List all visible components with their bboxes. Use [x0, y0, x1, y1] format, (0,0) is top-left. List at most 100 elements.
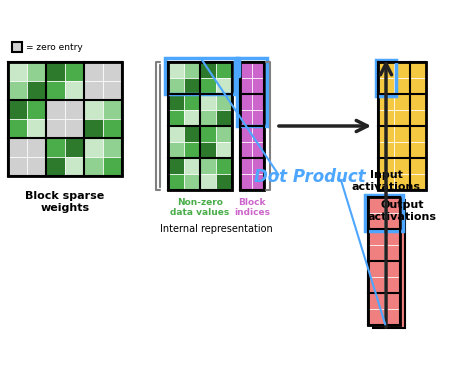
Bar	[216, 126, 232, 142]
Bar	[27, 119, 46, 138]
Bar	[27, 157, 46, 176]
Bar	[252, 78, 264, 94]
Bar	[373, 200, 405, 328]
Bar	[84, 81, 103, 100]
Text: Internal representation: Internal representation	[160, 224, 273, 234]
Bar	[394, 174, 410, 190]
Bar	[27, 100, 46, 119]
Bar	[165, 58, 235, 94]
Bar	[394, 94, 410, 110]
Bar	[8, 119, 27, 138]
Bar	[384, 213, 400, 229]
Bar	[103, 157, 122, 176]
Bar	[378, 110, 394, 126]
Bar	[376, 60, 396, 96]
Bar	[84, 62, 103, 81]
Bar	[216, 62, 232, 78]
Bar	[384, 245, 400, 261]
Text: Dot Product: Dot Product	[254, 168, 366, 186]
Bar	[168, 158, 184, 174]
Bar	[184, 110, 200, 126]
Bar	[410, 78, 426, 94]
Bar	[368, 245, 384, 261]
Bar	[8, 81, 27, 100]
Bar	[168, 62, 184, 78]
Bar	[368, 197, 384, 213]
Bar	[184, 174, 200, 190]
Bar	[252, 158, 264, 174]
Bar	[368, 261, 384, 277]
Bar	[384, 261, 400, 277]
Text: Block sparse
weights: Block sparse weights	[25, 191, 104, 213]
Bar	[103, 100, 122, 119]
Bar	[394, 158, 410, 174]
Bar	[240, 94, 252, 110]
Bar	[252, 126, 264, 142]
Bar	[240, 174, 252, 190]
Bar	[184, 126, 200, 142]
Bar	[103, 138, 122, 157]
Bar	[168, 174, 184, 190]
Bar	[200, 78, 216, 94]
Bar	[184, 78, 200, 94]
Bar	[46, 81, 65, 100]
Bar	[65, 119, 84, 138]
Bar	[240, 62, 252, 78]
Bar	[378, 142, 394, 158]
Bar	[8, 100, 27, 119]
Bar	[168, 62, 232, 190]
Bar	[378, 78, 394, 94]
Text: Output
activations: Output activations	[367, 200, 436, 222]
Bar	[46, 138, 65, 157]
Bar	[216, 142, 232, 158]
Bar	[216, 110, 232, 126]
Bar	[365, 195, 403, 231]
Bar	[240, 158, 252, 174]
Bar	[368, 293, 384, 309]
Bar	[410, 158, 426, 174]
Text: Block
indices: Block indices	[234, 198, 270, 217]
Bar	[252, 94, 264, 110]
Bar	[394, 62, 410, 78]
Bar	[394, 110, 410, 126]
Bar	[65, 157, 84, 176]
Bar	[378, 126, 394, 142]
Bar	[394, 126, 410, 142]
Bar	[216, 174, 232, 190]
Bar	[410, 174, 426, 190]
Text: Non-zero
data values: Non-zero data values	[170, 198, 229, 217]
Bar	[168, 142, 184, 158]
Bar	[200, 110, 216, 126]
Bar	[240, 142, 252, 158]
Bar	[84, 138, 103, 157]
Bar	[184, 62, 200, 78]
Bar	[410, 94, 426, 110]
Bar	[368, 309, 384, 325]
Bar	[252, 142, 264, 158]
Bar	[103, 81, 122, 100]
Bar	[394, 142, 410, 158]
Bar	[8, 138, 27, 157]
Bar	[384, 277, 400, 293]
Bar	[12, 42, 22, 52]
Bar	[103, 62, 122, 81]
Bar	[184, 142, 200, 158]
Bar	[252, 62, 264, 78]
Bar	[46, 157, 65, 176]
Bar	[384, 309, 400, 325]
Bar	[368, 213, 384, 229]
Bar	[368, 229, 384, 245]
Bar	[378, 62, 394, 78]
Bar	[84, 100, 103, 119]
Bar	[46, 100, 65, 119]
Bar	[168, 126, 184, 142]
Bar	[8, 157, 27, 176]
Bar	[216, 158, 232, 174]
Bar	[384, 229, 400, 245]
Bar	[65, 100, 84, 119]
Bar	[216, 94, 232, 110]
Bar	[8, 62, 122, 176]
Text: = zero entry: = zero entry	[26, 42, 83, 51]
Bar	[410, 126, 426, 142]
Bar	[84, 119, 103, 138]
